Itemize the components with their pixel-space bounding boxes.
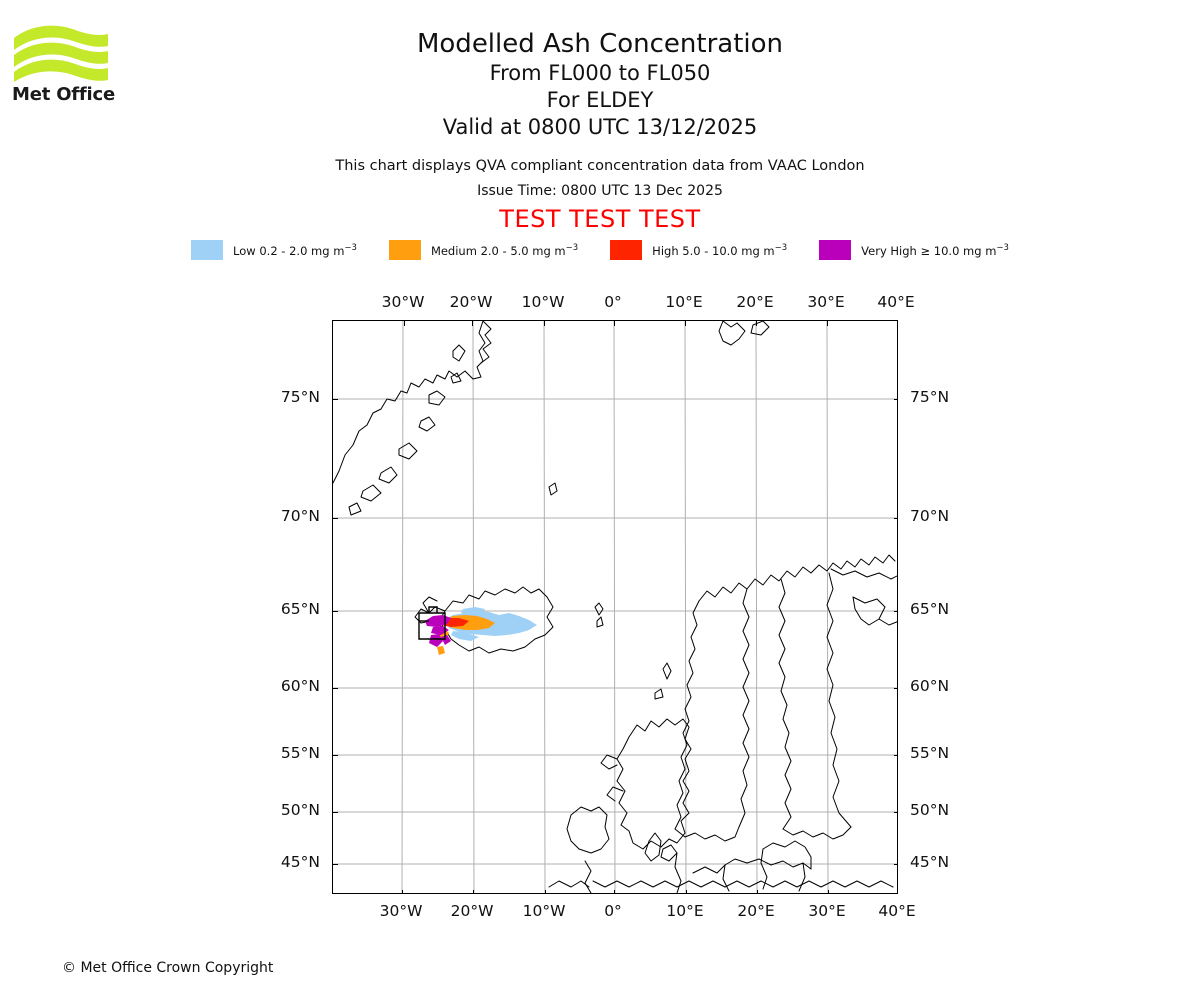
title-line-4: Valid at 0800 UTC 13/12/2025 bbox=[442, 115, 758, 139]
lon-label-top-2: 10°W bbox=[521, 293, 565, 311]
lat-label-right-1: 70°N bbox=[910, 507, 950, 525]
lon-tick-bottom-6 bbox=[828, 890, 829, 893]
lat-tick-left-2 bbox=[333, 611, 338, 612]
plume-contour-low-2 bbox=[461, 607, 485, 615]
lat-label-right-0: 75°N bbox=[910, 388, 950, 406]
lon-label-bottom-4: 10°E bbox=[666, 902, 704, 920]
legend-swatch-2 bbox=[610, 240, 643, 260]
lon-label-bottom-0: 30°W bbox=[379, 902, 423, 920]
legend-label-0: Low 0.2 - 2.0 mg m−3 bbox=[233, 242, 357, 258]
copyright-footer: © Met Office Crown Copyright bbox=[62, 960, 274, 976]
lat-label-right-4: 55°N bbox=[910, 744, 950, 762]
lon-label-top-1: 20°W bbox=[449, 293, 493, 311]
lat-tick-left-1 bbox=[333, 518, 338, 519]
lat-label-left-3: 60°N bbox=[280, 677, 320, 695]
lon-tick-top-1 bbox=[472, 321, 473, 326]
map-frame bbox=[332, 320, 898, 894]
lon-tick-top-0 bbox=[404, 321, 405, 326]
lon-label-top-4: 10°E bbox=[665, 293, 703, 311]
lat-tick-left-4 bbox=[333, 755, 338, 756]
lat-tick-left-0 bbox=[333, 399, 338, 400]
issue-time: Issue Time: 0800 UTC 13 Dec 2025 bbox=[477, 183, 723, 199]
lat-tick-left-3 bbox=[333, 688, 338, 689]
legend-label-1: Medium 2.0 - 5.0 mg m−3 bbox=[430, 242, 579, 258]
lon-tick-bottom-4 bbox=[686, 890, 687, 893]
legend-item-0: Low 0.2 - 2.0 mg m−3 bbox=[191, 240, 357, 260]
ash-plume bbox=[418, 606, 537, 655]
lat-tick-right-6 bbox=[894, 864, 897, 865]
lat-tick-right-3 bbox=[894, 688, 897, 689]
plume-tail bbox=[437, 646, 445, 655]
lat-label-left-6: 45°N bbox=[280, 853, 320, 871]
lat-label-left-5: 50°N bbox=[280, 801, 320, 819]
lon-label-top-7: 40°E bbox=[877, 293, 915, 311]
lat-label-left-2: 65°N bbox=[280, 600, 320, 618]
lon-tick-bottom-0 bbox=[402, 890, 403, 893]
lon-label-bottom-1: 20°W bbox=[450, 902, 494, 920]
lat-tick-right-2 bbox=[894, 611, 897, 612]
lon-tick-bottom-5 bbox=[757, 890, 758, 893]
legend-item-2: High 5.0 - 10.0 mg m−3 bbox=[610, 240, 787, 260]
legend-item-1: Medium 2.0 - 5.0 mg m−3 bbox=[388, 240, 579, 260]
plume-contour-very-high-4 bbox=[441, 635, 451, 645]
lon-label-bottom-6: 30°E bbox=[808, 902, 846, 920]
legend-item-3: Very High ≥ 10.0 mg m−3 bbox=[819, 240, 1009, 260]
met-office-logo: Met Office bbox=[12, 24, 122, 114]
met-office-logo-text: Met Office bbox=[12, 84, 116, 105]
lon-label-top-6: 30°E bbox=[807, 293, 845, 311]
lat-label-right-5: 50°N bbox=[910, 801, 950, 819]
lat-tick-right-5 bbox=[894, 812, 897, 813]
coastlines bbox=[333, 321, 897, 893]
lon-tick-top-3 bbox=[614, 321, 615, 326]
title-line-1: Modelled Ash Concentration bbox=[416, 29, 784, 59]
notes-block: This chart displays QVA compliant concen… bbox=[0, 155, 1200, 233]
title-line-2: From FL000 to FL050 bbox=[489, 61, 711, 85]
lon-tick-top-6 bbox=[827, 321, 828, 326]
legend-label-2: High 5.0 - 10.0 mg m−3 bbox=[652, 242, 788, 258]
lat-label-left-0: 75°N bbox=[280, 388, 320, 406]
map-canvas bbox=[333, 321, 897, 893]
plume-contour-very-high-3 bbox=[429, 634, 443, 647]
lat-tick-right-0 bbox=[894, 399, 897, 400]
legend-swatch-3 bbox=[819, 240, 852, 260]
met-office-wave-icon bbox=[14, 25, 108, 82]
lon-tick-bottom-3 bbox=[614, 890, 615, 893]
lat-label-right-3: 60°N bbox=[910, 677, 950, 695]
lat-tick-right-1 bbox=[894, 518, 897, 519]
lon-label-top-5: 20°E bbox=[736, 293, 774, 311]
lat-label-right-6: 45°N bbox=[910, 853, 950, 871]
lon-label-bottom-7: 40°E bbox=[878, 902, 916, 920]
lat-tick-right-4 bbox=[894, 755, 897, 756]
concentration-legend: Low 0.2 - 2.0 mg m−3 Medium 2.0 - 5.0 mg … bbox=[0, 240, 1200, 260]
lon-label-top-0: 30°W bbox=[381, 293, 425, 311]
lat-tick-left-5 bbox=[333, 812, 338, 813]
map-container: 30°W 20°W 10°W 0° 10°E 20°E 30°E 40°E 30°W 20°W 1… bbox=[281, 293, 949, 920]
source-region-outline bbox=[418, 606, 446, 640]
qva-note: This chart displays QVA compliant concen… bbox=[335, 158, 865, 174]
lon-label-bottom-3: 0° bbox=[604, 902, 622, 920]
lon-tick-top-4 bbox=[685, 321, 686, 326]
legend-swatch-1 bbox=[388, 240, 421, 260]
lat-label-left-1: 70°N bbox=[280, 507, 320, 525]
lon-label-top-3: 0° bbox=[604, 293, 622, 311]
lon-tick-bottom-1 bbox=[473, 890, 474, 893]
lat-label-left-4: 55°N bbox=[280, 744, 320, 762]
title-line-3: For ELDEY bbox=[546, 88, 654, 112]
plume-contour-low-3 bbox=[451, 631, 479, 641]
lon-label-bottom-2: 10°W bbox=[522, 902, 566, 920]
lon-label-bottom-5: 20°E bbox=[737, 902, 775, 920]
lon-tick-top-5 bbox=[756, 321, 757, 326]
graticule-gridlines bbox=[333, 321, 897, 893]
lat-tick-left-6 bbox=[333, 864, 338, 865]
lon-tick-top-2 bbox=[544, 321, 545, 326]
legend-label-3: Very High ≥ 10.0 mg m−3 bbox=[861, 242, 1009, 258]
lon-tick-bottom-2 bbox=[545, 890, 546, 893]
lat-label-right-2: 65°N bbox=[910, 600, 950, 618]
test-banner: TEST TEST TEST bbox=[499, 205, 701, 233]
page-title: Modelled Ash Concentration From FL000 to… bbox=[0, 28, 1200, 141]
legend-swatch-0 bbox=[191, 240, 224, 260]
